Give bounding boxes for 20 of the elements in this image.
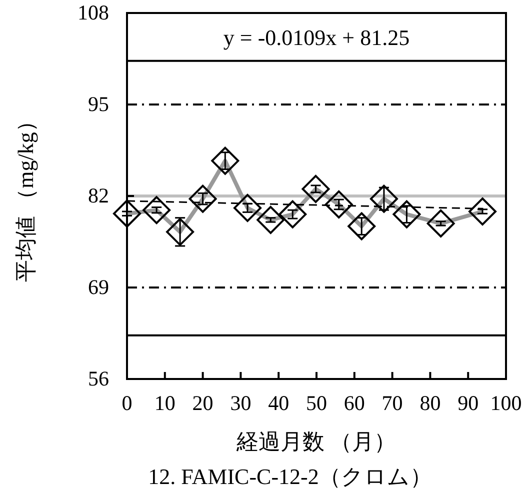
x-tick-label: 70 xyxy=(382,390,403,415)
y-tick-label: 108 xyxy=(78,0,109,25)
y-tick-label: 56 xyxy=(88,366,109,391)
y-tick-label: 95 xyxy=(88,92,109,116)
y-axis-title: 平均値 （mg/kg） xyxy=(13,110,38,282)
annotation: y = -0.0109x + 81.25 xyxy=(223,25,410,50)
text: 12. FAMIC-C-12-2（クロム） xyxy=(148,464,432,489)
x-tick-label: 100 xyxy=(490,390,522,415)
x-tick-label: 10 xyxy=(154,390,176,415)
x-tick-label: 60 xyxy=(344,390,365,415)
x-axis-title: 経過月数 （月） xyxy=(235,429,396,454)
x-tick-label: 20 xyxy=(192,390,214,415)
x-tick-label: 80 xyxy=(420,390,441,415)
x-tick-label: 50 xyxy=(306,390,327,415)
x-tick-label: 40 xyxy=(268,390,290,415)
y-tick-label: 69 xyxy=(88,275,109,300)
x-tick-label: 30 xyxy=(230,390,252,415)
x-tick-label: 0 xyxy=(122,390,132,415)
x-tick-label: 90 xyxy=(458,390,479,415)
y-tick-label: 82 xyxy=(88,184,109,208)
